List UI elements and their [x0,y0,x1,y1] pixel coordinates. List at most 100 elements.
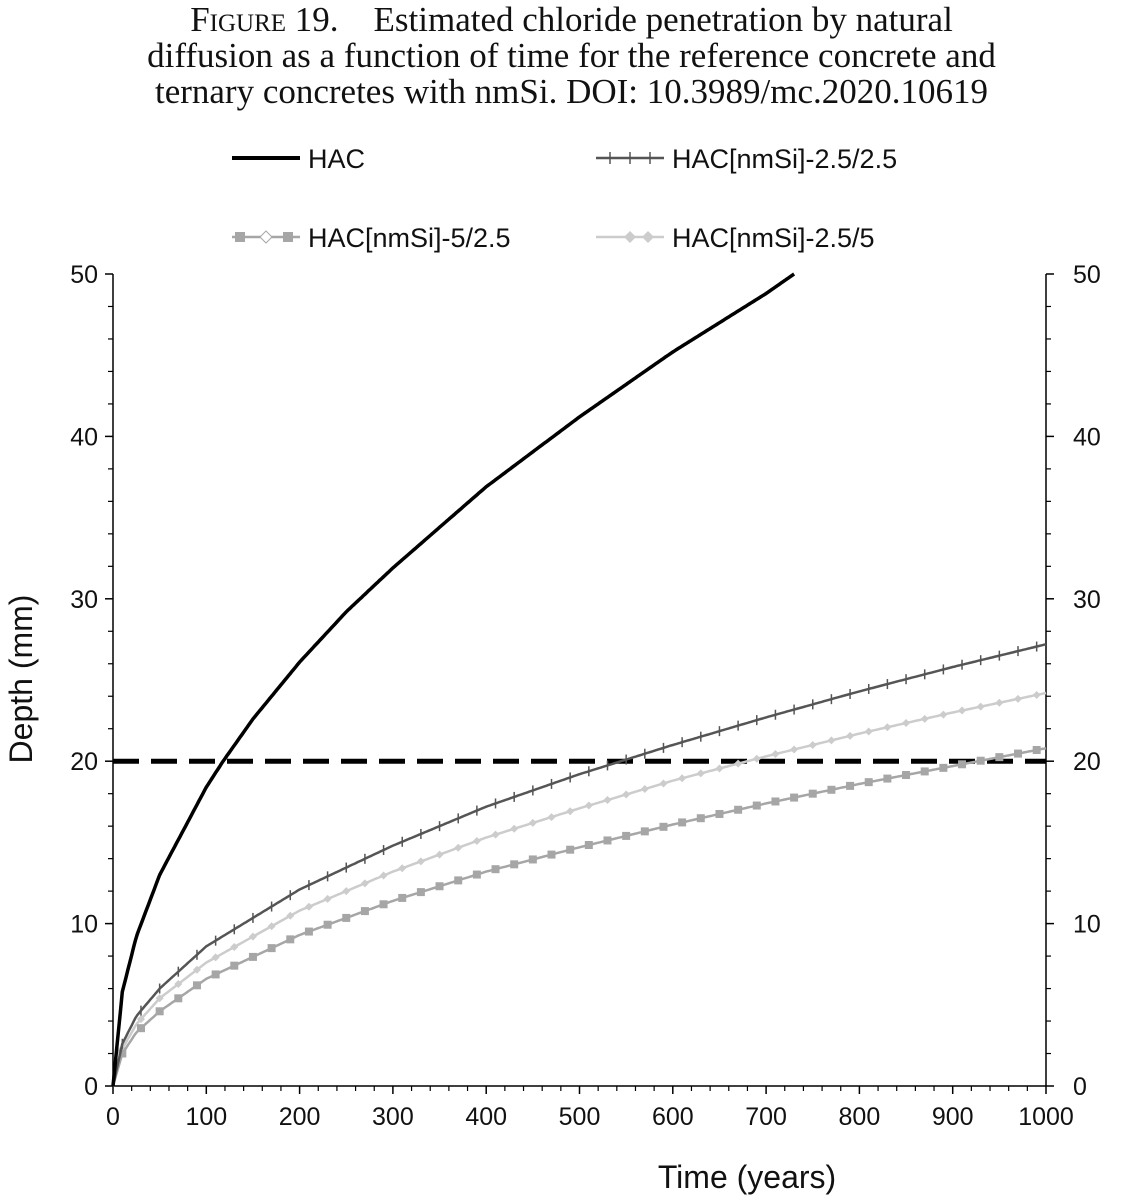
series-3-marker [155,994,164,1003]
x-tick-label: 700 [745,1103,787,1131]
series-3-marker [883,723,892,732]
series-2-marker [734,805,743,814]
series-2-marker [696,814,705,823]
series-2-marker [808,789,817,798]
series-3-marker [752,754,761,763]
series-2-marker [771,797,780,806]
series-3-marker [640,784,649,793]
series-2-marker [883,774,892,783]
y2-tick-label: 0 [1073,1073,1087,1101]
legend-label: HAC[nmSi]-2.5/5 [672,223,875,253]
series-3-marker [379,871,388,880]
series-3-marker [491,830,500,839]
series-2-marker [547,850,556,859]
series-2-marker [864,778,873,787]
series-2-marker [752,801,761,810]
series-2-marker [454,876,463,885]
series-2 [111,745,1047,1087]
x-tick-label: 1000 [1018,1103,1074,1131]
series-3-marker [995,698,1004,707]
y-tick-label: 30 [70,586,98,614]
series-2-marker [603,836,612,845]
series-3 [111,690,1047,1087]
y2-tick-label: 50 [1073,261,1101,289]
y-tick-label: 40 [70,423,98,451]
legend-item-2: HAC[nmSi]-5/2.5 [232,223,511,253]
series-2-marker [715,809,724,818]
series-2-marker [360,907,369,916]
legend-marker [259,230,273,244]
y2-tick-label: 30 [1073,586,1101,614]
y2-tick-label: 20 [1073,748,1101,776]
caption-line-1-text: Estimated chloride penetration by natura… [373,0,953,39]
legend-marker [642,231,654,243]
figure-caption: Figure 19. Estimated chloride penetratio… [0,2,1143,110]
series-2-marker [1032,745,1041,754]
series-2-marker [622,831,631,840]
series-3-marker [416,857,425,866]
series-2-marker [267,944,276,953]
series-3-marker [472,836,481,845]
y-axis-title: Depth (mm) [3,595,39,764]
series-3-marker [696,769,705,778]
series-3-marker [566,807,575,816]
series-3-marker [771,750,780,759]
series-2-marker [136,1024,145,1033]
series-3-marker [398,864,407,873]
legend-label: HAC[nmSi]-5/2.5 [308,223,511,253]
legend-item-1: HAC[nmSi]-2.5/2.5 [596,144,897,174]
series-3-marker [734,759,743,768]
series-2-marker [435,882,444,891]
caption-line-3: ternary concretes with nmSi. DOI: 10.398… [154,72,989,111]
series-2-marker [846,781,855,790]
series-2-marker [510,860,519,869]
series-2-marker [118,1049,127,1058]
series-0-line [111,272,796,1087]
x-tick-label: 900 [932,1103,974,1131]
series-3-marker [192,965,201,974]
series-3-marker [659,779,668,788]
series-3-marker [864,727,873,736]
series-3-marker [827,736,836,745]
x-tick-label: 300 [372,1103,414,1131]
series-3-marker [454,843,463,852]
series-2-marker [416,888,425,897]
legend-marker [283,232,293,242]
series-2-marker [920,767,929,776]
x-tick-label: 200 [279,1103,321,1131]
series-2-marker [678,818,687,827]
x-tick-label: 400 [465,1103,507,1131]
y-tick-label: 50 [70,261,98,289]
series-3-marker [323,894,332,903]
y-tick-label: 0 [84,1073,98,1101]
series-1-line [111,643,1047,1087]
series-2-marker [566,845,575,854]
series-2-marker [827,785,836,794]
legend-marker [624,231,636,243]
series-3-marker [939,710,948,719]
series-3-marker [267,922,276,931]
series-2-marker [398,893,407,902]
series-2-marker [995,753,1004,762]
series-2-marker [790,793,799,802]
series-2-marker [528,855,537,864]
series-3-line [111,691,1047,1087]
y2-tick-label: 40 [1073,423,1101,451]
series-2-marker [902,771,911,780]
series-3-marker [211,953,220,962]
legend-marker [235,232,245,242]
series-2-marker [472,870,481,879]
series-3-marker [510,824,519,833]
series-2-marker [584,840,593,849]
series-3-marker [622,790,631,799]
x-tick-label: 500 [559,1103,601,1131]
series-2-marker [155,1007,164,1016]
series-2-marker [976,756,985,765]
series-2-marker [659,822,668,831]
series-2-marker [342,913,351,922]
series-2-marker [304,927,313,936]
series-3-marker [846,731,855,740]
series-2-marker [323,920,332,929]
series-2-marker [958,760,967,769]
